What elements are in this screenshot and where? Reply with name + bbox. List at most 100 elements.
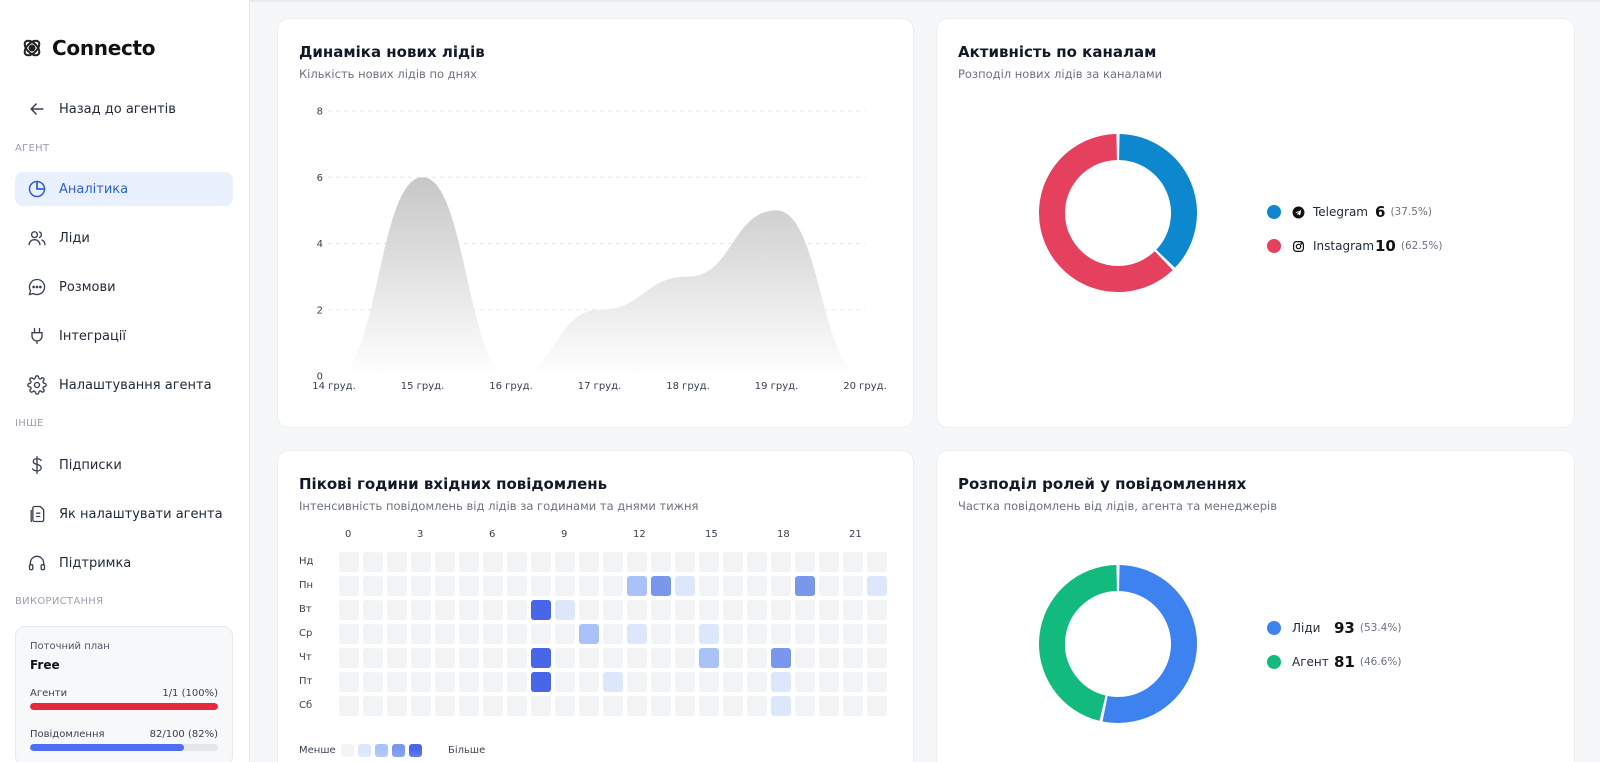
- card-subtitle: Інтенсивність повідомлень від лідів за г…: [299, 499, 699, 513]
- heatmap-cell: [819, 624, 839, 644]
- heatmap-cell: [507, 672, 527, 692]
- plan-label: Поточний план: [30, 641, 110, 652]
- heatmap-cell: [339, 696, 359, 716]
- heatmap-cell: [555, 624, 575, 644]
- donut-slice-telegram: [1118, 134, 1197, 268]
- sidebar-item-analytics[interactable]: Аналітика: [15, 172, 233, 206]
- heatmap-cell: [483, 600, 503, 620]
- sidebar-item-label: Підтримка: [59, 555, 132, 571]
- leads-chart-card: Динаміка нових лідів Кількість нових лід…: [277, 18, 914, 428]
- card-subtitle: Частка повідомлень від лідів, агента та …: [958, 499, 1278, 513]
- heatmap-hour-label: 12: [633, 529, 646, 540]
- donut-slice-агент: [1039, 565, 1118, 721]
- heatmap-cell: [459, 648, 479, 668]
- sidebar-item-support[interactable]: Підтримка: [15, 546, 233, 580]
- legend-item-agent: Агент 81 (46.6%): [1267, 645, 1401, 679]
- heatmap-cell: [627, 672, 647, 692]
- heatmap-cell: [435, 696, 455, 716]
- x-tick-label: 19 груд.: [755, 381, 799, 392]
- instagram-icon: [1293, 240, 1304, 252]
- sidebar-item-leads[interactable]: Ліди: [15, 221, 233, 255]
- heatmap-cell: [459, 552, 479, 572]
- heatmap-cell: [771, 624, 791, 644]
- heatmap-cell: [867, 576, 887, 596]
- heatmap-cell: [411, 696, 431, 716]
- sidebar-item-integrations[interactable]: Інтеграції: [15, 319, 233, 353]
- back-to-agents-link[interactable]: Назад до агентів: [15, 92, 233, 126]
- heatmap-hour-label: 9: [561, 529, 568, 540]
- heatmap-legend-more: Більше: [448, 745, 486, 756]
- heatmap-cell: [651, 696, 671, 716]
- section-label-other: ІНШЕ: [15, 418, 44, 429]
- gear-icon: [27, 375, 47, 395]
- heatmap-cell: [843, 600, 863, 620]
- heatmap-cell: [795, 552, 815, 572]
- heatmap-cell: [531, 624, 551, 644]
- heatmap-cell: [411, 672, 431, 692]
- heatmap-cell: [411, 600, 431, 620]
- sidebar-item-conversations[interactable]: Розмови: [15, 270, 233, 304]
- legend-name: Instagram: [1313, 239, 1375, 253]
- heatmap-cell: [363, 576, 383, 596]
- heatmap-cell: [411, 624, 431, 644]
- sidebar-item-label: Аналітика: [59, 181, 129, 197]
- heatmap-day-label: Нд: [299, 556, 314, 567]
- roles-donut-chart: [1039, 565, 1197, 723]
- sidebar-item-subscriptions[interactable]: Підписки: [15, 448, 233, 482]
- heatmap-scale-swatch: [392, 744, 405, 757]
- heatmap-cell: [795, 672, 815, 692]
- heatmap-cell: [339, 624, 359, 644]
- heatmap-cell: [675, 696, 695, 716]
- heatmap-cell: [651, 576, 671, 596]
- roles-legend: Ліди 93 (53.4%) Агент 81 (46.6%): [1267, 611, 1401, 679]
- heatmap-cell: [579, 600, 599, 620]
- heatmap-cell: [483, 672, 503, 692]
- plan-name: Free: [30, 658, 60, 672]
- heatmap-cell: [363, 624, 383, 644]
- sidebar-item-label: Ліди: [59, 230, 90, 246]
- headphones-icon: [28, 555, 46, 571]
- heatmap-cell: [675, 648, 695, 668]
- agents-progress-bar: [30, 703, 218, 710]
- heatmap-cell: [579, 696, 599, 716]
- heatmap-cell: [555, 552, 575, 572]
- sidebar-item-how-to-setup[interactable]: Як налаштувати агента: [15, 497, 233, 531]
- brand-name: Connecto: [52, 36, 156, 60]
- heatmap-cell: [771, 552, 791, 572]
- card-title: Активність по каналам: [958, 43, 1157, 61]
- card-subtitle: Розподіл нових лідів за каналами: [958, 67, 1163, 81]
- heatmap-cell: [603, 648, 623, 668]
- heatmap-scale-swatch: [341, 744, 354, 757]
- y-tick-label: 0: [317, 372, 323, 383]
- x-tick-label: 20 груд.: [843, 381, 887, 392]
- legend-percent: (62.5%): [1400, 240, 1443, 252]
- heatmap-hour-label: 18: [777, 529, 790, 540]
- heatmap-day-label: Пн: [299, 580, 314, 591]
- heatmap-hour-label: 6: [489, 529, 496, 540]
- heatmap-cell: [819, 672, 839, 692]
- brand[interactable]: Connecto: [20, 36, 156, 60]
- x-tick-label: 14 груд.: [312, 381, 356, 392]
- heatmap-cell: [675, 552, 695, 572]
- heatmap-cell: [627, 696, 647, 716]
- heatmap-cell: [339, 600, 359, 620]
- sidebar-item-label: Налаштування агента: [59, 377, 212, 393]
- heatmap-cell: [555, 696, 575, 716]
- heatmap-cell: [507, 576, 527, 596]
- legend-value: 10: [1375, 237, 1396, 255]
- heatmap-cell: [555, 672, 575, 692]
- heatmap-cell: [843, 576, 863, 596]
- heatmap-cell: [867, 648, 887, 668]
- heatmap-cell: [843, 672, 863, 692]
- heatmap-cell: [603, 600, 623, 620]
- heatmap-cell: [627, 648, 647, 668]
- heatmap-cell: [699, 672, 719, 692]
- heatmap-cell: [507, 624, 527, 644]
- heatmap-cell: [627, 552, 647, 572]
- heatmap-cell: [699, 552, 719, 572]
- heatmap-cell: [771, 696, 791, 716]
- x-tick-label: 17 груд.: [578, 381, 622, 392]
- heatmap-cell: [747, 696, 767, 716]
- sidebar-item-agent-settings[interactable]: Налаштування агента: [15, 368, 233, 402]
- heatmap-cell: [387, 648, 407, 668]
